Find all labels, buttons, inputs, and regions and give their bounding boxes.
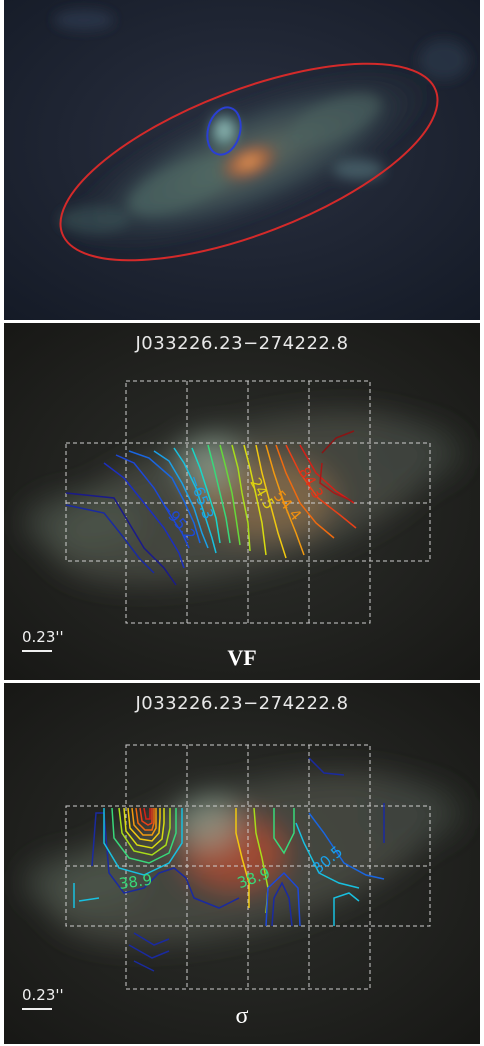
outer-ellipse [59,62,439,262]
inner-ellipse [206,106,242,156]
dispersion-panel: 38.9 38.9 30.5 J033226.23−274222.8 0.23'… [4,683,480,1044]
contour-label: 38.9 [118,871,154,893]
velocity-field-map: −95.2 −65.3 24.5 54.4 84.3 [4,323,480,680]
grid [65,380,431,624]
galaxy-image [4,0,480,320]
object-id: J033226.23−274222.8 [135,333,349,354]
scale-bar [22,650,52,652]
scale-label: 0.23'' [22,986,64,1004]
velocity-field-panel: −95.2 −65.3 24.5 54.4 84.3 J033226.23−27… [4,323,480,680]
map-label: σ [235,1003,249,1029]
object-id: J033226.23−274222.8 [135,693,349,714]
dispersion-map: 38.9 38.9 30.5 [4,683,480,1044]
map-label: VF [227,645,257,670]
galaxy-image-panel [4,0,480,320]
scale-label: 0.23'' [22,628,64,646]
scale-bar [22,1008,52,1010]
grid [65,744,431,990]
